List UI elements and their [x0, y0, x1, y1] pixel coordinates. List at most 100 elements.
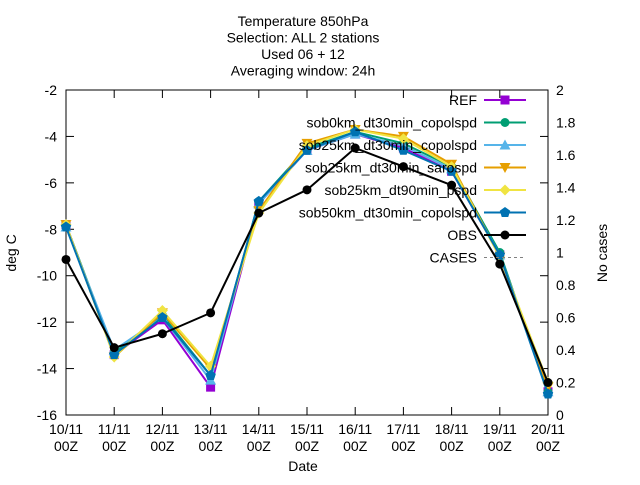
- y-tick-label: -12: [37, 314, 57, 330]
- data-point: [157, 312, 168, 322]
- legend: REF sob0km_dt30min_copolspd sob25km_dt30mi…: [299, 92, 526, 266]
- x-tick-label: 20/11: [531, 421, 565, 437]
- y-tick-label: -6: [45, 175, 58, 191]
- y2-tick-label: 1.2: [556, 212, 576, 228]
- data-point: [254, 208, 264, 218]
- y-axis-label: deg C: [3, 234, 19, 271]
- data-point: [495, 259, 505, 269]
- y-tick-label: -8: [45, 221, 58, 237]
- legend-label: sob25km_dt30min_sarospd: [305, 160, 477, 176]
- legend-item: CASES: [430, 250, 526, 266]
- legend-label: OBS: [447, 227, 477, 243]
- title-line: Averaging window: 24h: [231, 63, 376, 79]
- title-line: Used 06 + 12: [261, 46, 345, 62]
- data-point: [108, 349, 120, 360]
- legend-label: sob0km_dt30min_copolspd: [307, 115, 477, 131]
- x-tick-label: 11/11: [98, 421, 131, 437]
- legend-item: sob0km_dt30min_copolspd: [307, 115, 526, 131]
- legend-item: REF: [449, 92, 526, 108]
- y2-tick-label: 0.6: [556, 310, 576, 326]
- y-axis: -16 -14 -12 -10 -8 -6 -4 -2: [37, 82, 548, 423]
- y2-tick-label: 1.8: [556, 115, 576, 131]
- x-tick-label: 12/11: [145, 421, 179, 437]
- x-tick-label: 00Z: [440, 438, 465, 454]
- x-tick-label: 00Z: [102, 438, 127, 454]
- data-point: [350, 143, 360, 153]
- legend-item: sob50km_dt30min_copolspd: [299, 205, 526, 221]
- x-tick-label: 10/11: [49, 421, 83, 437]
- y2-tick-label: 0.4: [556, 342, 576, 358]
- legend-marker: [499, 163, 511, 173]
- y2-tick-label: 0: [556, 407, 564, 423]
- x-tick-label: 16/11: [338, 421, 372, 437]
- data-point: [543, 378, 553, 387]
- data-point: [446, 165, 457, 176]
- x-tick-label: 00Z: [391, 438, 416, 454]
- legend-marker: [500, 118, 510, 127]
- data-point: [542, 388, 554, 399]
- y2-tick-label: 1: [556, 245, 564, 261]
- x-tick-label: 00Z: [343, 438, 368, 454]
- legend-label: CASES: [430, 250, 477, 266]
- data-point: [109, 343, 119, 353]
- data-point: [398, 144, 409, 155]
- data-point: [397, 133, 409, 145]
- data-point: [61, 254, 71, 264]
- legend-marker: [499, 139, 511, 150]
- legend-marker: [500, 230, 510, 240]
- legend-label: sob25km_dt90min_pspd: [324, 182, 477, 198]
- x-axis-label: Date: [288, 458, 318, 474]
- legend-marker: [499, 184, 511, 196]
- legend-item: sob25km_dt90min_pspd: [324, 182, 526, 198]
- y2-tick-label: 0.2: [556, 375, 576, 391]
- y2-axis: 0 0.2 0.4 0.6 0.8 1 1.2 1.4 1.6 1.8 2: [556, 82, 576, 423]
- data-point: [302, 185, 312, 195]
- y-tick-label: -4: [45, 128, 58, 144]
- x-tick-label: 00Z: [247, 438, 272, 454]
- legend-item: sob25km_dt30min_copolspd: [299, 137, 526, 153]
- x-tick-label: 00Z: [488, 438, 513, 454]
- legend-marker: [499, 207, 511, 217]
- legend-label: REF: [449, 92, 477, 108]
- legend-label: sob50km_dt30min_copolspd: [299, 205, 477, 221]
- y-tick-label: -10: [37, 268, 57, 284]
- x-tick-label: 17/11: [386, 421, 420, 437]
- x-tick-label: 00Z: [295, 438, 320, 454]
- x-tick-label: 19/11: [483, 421, 517, 437]
- y2-tick-label: 1.4: [556, 180, 576, 196]
- data-point: [253, 195, 265, 206]
- series-5: [60, 126, 554, 399]
- y2-tick-label: 2: [556, 82, 564, 98]
- data-point: [157, 329, 167, 339]
- legend-label: sob25km_dt30min_copolspd: [299, 137, 477, 153]
- data-point: [398, 162, 408, 172]
- legend-marker: [500, 95, 510, 105]
- x-tick-label: 18/11: [435, 421, 469, 437]
- data-point: [206, 382, 216, 392]
- data-point: [206, 308, 216, 318]
- legend-item: OBS: [447, 227, 526, 243]
- data-point: [301, 144, 313, 155]
- data-point: [205, 370, 216, 380]
- x-tick-label: 15/11: [290, 421, 324, 437]
- x-tick-label: 00Z: [150, 438, 175, 454]
- y-tick-label: -2: [45, 82, 58, 98]
- data-point: [349, 126, 361, 137]
- y-tick-label: -14: [37, 361, 57, 377]
- data-point: [447, 180, 457, 190]
- x-tick-label: 14/11: [242, 421, 276, 437]
- x-tick-label: 00Z: [536, 438, 561, 454]
- y2-axis-label: No cases: [594, 224, 610, 282]
- series-6: [61, 143, 553, 387]
- x-tick-label: 13/11: [194, 421, 228, 437]
- x-axis: 10/1100Z11/1100Z12/1100Z13/1100Z14/1100Z…: [49, 90, 565, 454]
- y-tick-label: -16: [37, 407, 57, 423]
- data-point: [60, 221, 72, 232]
- y2-tick-label: 1.6: [556, 147, 576, 163]
- x-tick-label: 00Z: [54, 438, 79, 454]
- legend-item: sob25km_dt30min_sarospd: [305, 160, 526, 176]
- data-point: [156, 305, 168, 317]
